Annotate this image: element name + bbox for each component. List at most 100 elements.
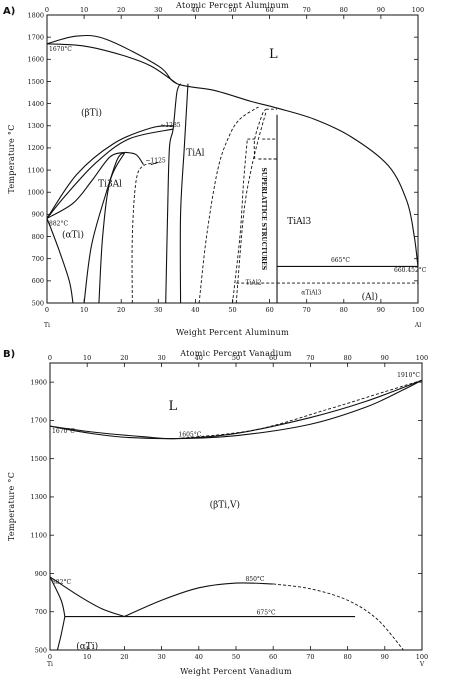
phase-boundary-line [46,43,178,85]
x-tick-label: 10 [80,306,88,314]
annotation-label: L [269,47,278,62]
x-tick-label: 0 [48,653,52,661]
y-tick-label: 1400 [27,100,44,108]
phase-boundary-line [124,582,274,618]
annotation-label: ~1285 [160,122,180,129]
x-axis-label: Weight Percent Vanadium [180,667,292,676]
top-tick-label: 100 [412,6,424,14]
y-tick-label: 700 [35,608,47,616]
x-end-label-right: Al [414,322,421,329]
top-tick-label: 10 [80,6,88,14]
y-tick-label: 1100 [30,532,47,540]
phase-boundary-line [83,151,126,304]
x-tick-label: 100 [416,653,428,661]
x-end-label-right: V [419,661,425,668]
phase-boundary-line [46,125,174,219]
phase-boundary-line [49,576,125,618]
phase-boundary-dashed-line [131,162,159,304]
top-tick-label: 70 [303,6,311,14]
top-tick-label: 60 [269,354,277,362]
phase-boundary-line [49,576,66,617]
y-tick-label: 1000 [27,189,44,197]
phase-boundary-line [165,83,182,304]
x-end-label-left: Ti [47,661,53,668]
y-tick-label: 1800 [27,11,44,19]
y-tick-label: 700 [32,255,44,263]
annotation-label: (αTi) [76,641,98,652]
annotation-label: αTiAl3 [301,289,321,296]
top-tick-label: 40 [195,354,203,362]
y-tick-label: 1200 [27,144,44,152]
top-tick-label: 30 [154,6,162,14]
phase-boundary-dashed-line [176,379,423,440]
top-tick-label: 100 [416,354,428,362]
phase-boundary-line [56,616,66,651]
y-axis-label: Temperature °C [7,124,16,193]
phase-boundary-line [49,379,423,440]
annotation-label: TiAl3 [287,217,311,227]
top-tick-label: 50 [228,6,236,14]
x-tick-label: 30 [154,306,162,314]
annotation-label: ~1125 [145,158,165,165]
annotation-label: 850°C [245,576,264,583]
annotation-label: 665°C [331,257,350,264]
x-tick-label: 90 [381,653,389,661]
x-tick-label: 20 [120,653,128,661]
top-axis-label: Atomic Percent Vanadium [179,349,292,358]
annotation-label: 1910°C [397,372,420,379]
top-tick-label: 50 [232,354,240,362]
y-tick-label: 1500 [30,455,47,463]
y-tick-label: 1700 [27,33,44,41]
x-end-label-left: Ti [44,322,50,329]
x-tick-label: 70 [306,653,314,661]
plot-frame [46,14,419,304]
annotation-label: SUPERLATTICE STRUCTURES [260,168,267,271]
x-tick-label: 40 [191,306,199,314]
chart-panel-a: A) Atomic Percent Aluminum Weight Percent … [3,1,427,337]
top-tick-label: 40 [191,6,199,14]
phase-boundary-line [46,34,419,268]
y-tick-label: 1900 [30,378,47,386]
x-tick-label: 30 [157,653,165,661]
panel-label: A) [3,6,15,17]
top-tick-label: 20 [117,6,125,14]
annotation-label: 882°C [52,579,71,586]
y-tick-label: 1100 [27,166,44,174]
phase-boundary-line [98,152,126,304]
phase-boundary-line [46,128,174,219]
x-tick-label: 40 [195,653,203,661]
x-tick-label: 10 [83,653,91,661]
y-tick-label: 1600 [27,56,44,64]
top-tick-label: 80 [340,6,348,14]
y-tick-label: 1300 [30,493,47,501]
x-tick-label: 100 [412,306,424,314]
annotation-label: (βTi,V) [210,500,240,511]
annotation-label: 660.452°C [394,267,427,274]
x-tick-label: 80 [343,653,351,661]
annotation-label: 1605°C [178,432,201,439]
y-axis-label: Temperature °C [7,472,16,541]
top-tick-label: 80 [343,354,351,362]
phase-boundary-dashed-line [232,139,248,304]
annotation-label: L [168,399,177,414]
annotation-label: 882°C [49,220,68,227]
annotation-label: TiAl [186,148,204,158]
y-tick-label: 600 [32,277,44,285]
phase-boundary-line [124,151,144,165]
x-tick-label: 20 [117,306,125,314]
top-tick-label: 60 [265,6,273,14]
phase-boundary-dashed-line [253,108,267,160]
y-tick-label: 1500 [27,78,44,86]
phase-boundary-line [46,151,126,219]
annotation-label: (βTi) [81,107,102,118]
annotation-label: (αTi) [62,229,84,240]
phase-boundary-dashed-line [198,106,259,304]
top-tick-label: 0 [45,6,49,14]
x-tick-label: 60 [269,653,277,661]
y-tick-label: 800 [32,233,44,241]
phase-boundary-dashed-line [150,161,159,165]
top-tick-label: 10 [83,354,91,362]
annotation-label: 675°C [257,610,276,617]
y-tick-label: 900 [32,211,44,219]
